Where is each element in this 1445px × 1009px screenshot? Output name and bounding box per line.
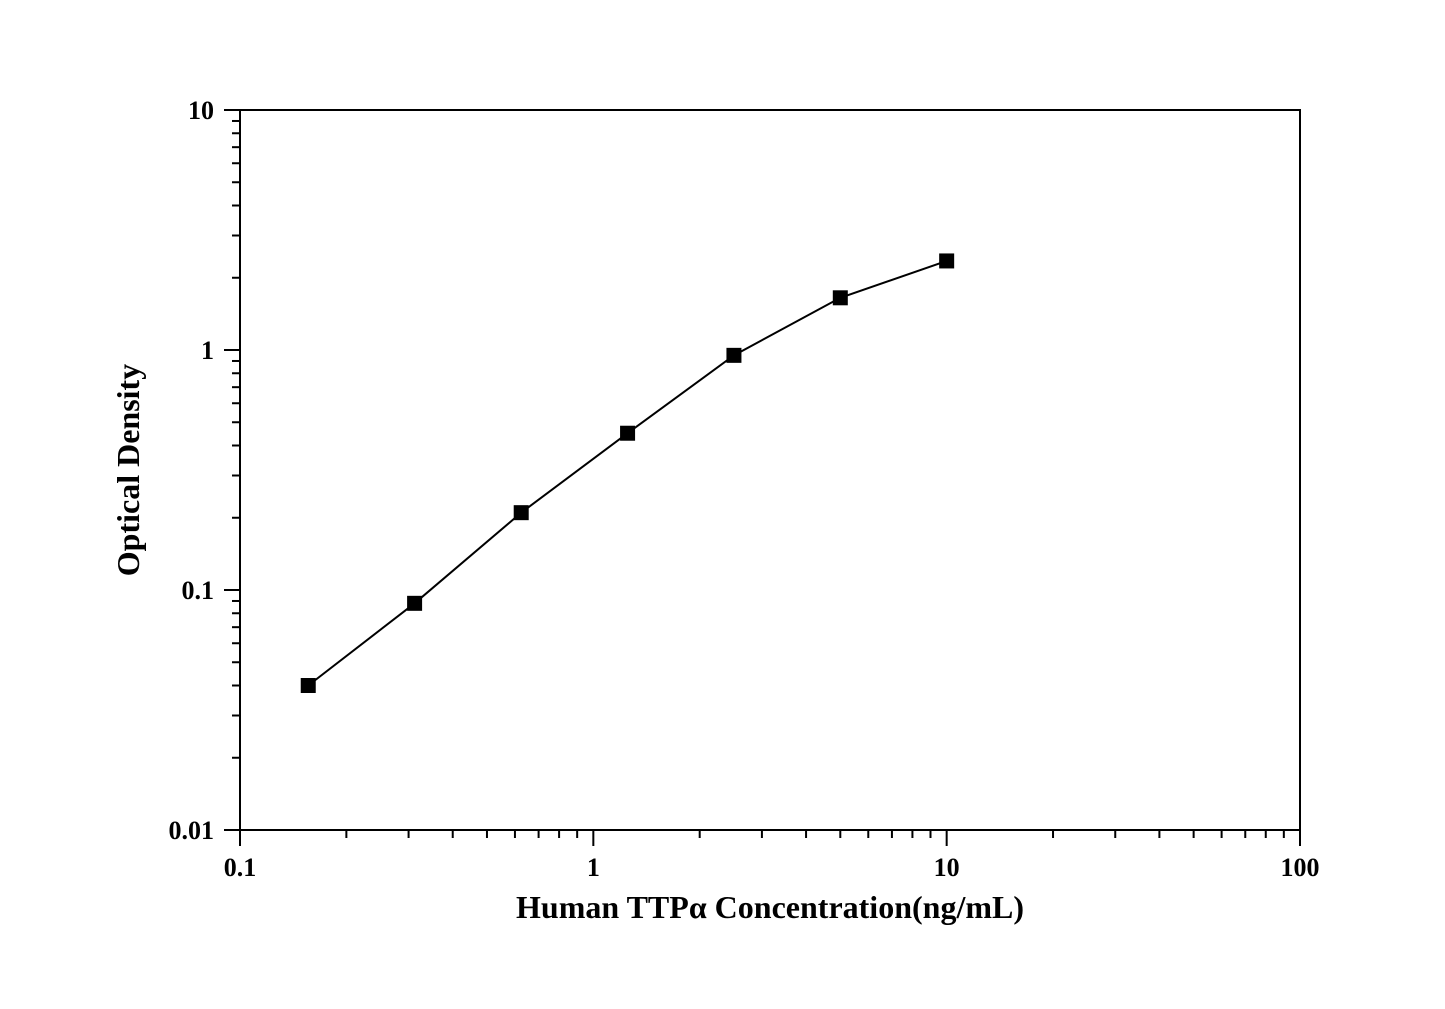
series-marker	[833, 290, 848, 305]
y-tick-label: 0.1	[182, 576, 215, 605]
x-tick-label: 1	[587, 853, 600, 882]
series-marker	[726, 348, 741, 363]
series-marker	[514, 505, 529, 520]
x-tick-label: 10	[934, 853, 960, 882]
series-marker	[939, 253, 954, 268]
y-tick-label: 10	[188, 96, 214, 125]
chart-container: 0.1 1 10 100 0.01 0.1 1 10 Human TTPα Concentrat…	[0, 0, 1445, 1009]
series-marker	[407, 596, 422, 611]
y-tick-label: 1	[201, 336, 214, 365]
x-tick-label: 100	[1281, 853, 1320, 882]
y-tick-label: 0.01	[169, 816, 215, 845]
series-marker	[620, 426, 635, 441]
series-marker	[301, 678, 316, 693]
chart-background	[0, 0, 1445, 1009]
loglog-chart: 0.1 1 10 100 0.01 0.1 1 10 Human TTPα Concentrat…	[0, 0, 1445, 1009]
y-axis-label: Optical Density	[110, 364, 146, 576]
x-tick-label: 0.1	[224, 853, 257, 882]
x-axis-label: Human TTPα Concentration(ng/mL)	[516, 889, 1024, 925]
